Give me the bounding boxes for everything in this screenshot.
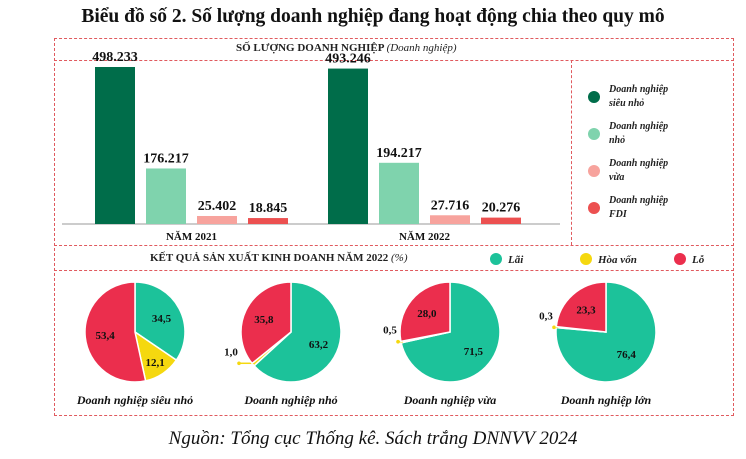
pie-legend-label: Hòa vốn xyxy=(597,254,637,266)
pie-legend-marker xyxy=(580,253,592,265)
pie-section-unit: (%) xyxy=(391,252,408,264)
bar-data-label: 498.233 xyxy=(92,50,138,65)
pie-section-title-text: KẾT QUẢ SẢN XUẤT KINH DOANH NĂM 2022 xyxy=(150,252,389,264)
pie-data-label: 0,5 xyxy=(383,325,397,337)
bar-category-label: NĂM 2021 xyxy=(166,231,217,243)
pie-data-label: 34,5 xyxy=(152,313,172,325)
bar-data-label: 176.217 xyxy=(143,151,189,166)
bar-legend-marker xyxy=(588,91,600,103)
pie-slice-4-1 xyxy=(555,281,657,383)
bar-4-1 xyxy=(248,218,288,224)
pie-title: Doanh nghiệp siêu nhỏ xyxy=(76,393,193,407)
bar-category-label: NĂM 2022 xyxy=(399,231,451,243)
pie-data-label: 53,4 xyxy=(96,330,116,342)
pie-leader-dot xyxy=(237,361,241,366)
bar-data-label: 194.217 xyxy=(376,146,422,161)
pie-slice-2-3 xyxy=(240,281,292,365)
pie-leader-dot xyxy=(552,325,556,330)
bar-data-label: 18.845 xyxy=(249,201,288,216)
bar-data-label: 27.716 xyxy=(431,198,470,213)
pie-data-label: 63,2 xyxy=(309,339,329,351)
bar-header-separator xyxy=(54,60,734,61)
bar-legend-label-line2: nhỏ xyxy=(609,135,625,146)
pie-title: Doanh nghiệp nhỏ xyxy=(243,393,337,407)
pie-data-label: 28,0 xyxy=(417,308,437,320)
pie-data-label: 23,3 xyxy=(576,305,596,317)
pie-slice-1-1 xyxy=(134,281,186,362)
pie-slice-1-3 xyxy=(84,281,147,383)
bar-1-1 xyxy=(95,67,135,224)
pie-data-label: 1,0 xyxy=(224,346,238,358)
pie-title: Doanh nghiệp vừa xyxy=(403,393,497,407)
bar-legend-marker xyxy=(588,128,600,140)
chart-frame xyxy=(54,38,734,416)
bar-3-2 xyxy=(430,215,470,224)
pie-header-separator xyxy=(54,270,734,271)
bar-data-label: 25.402 xyxy=(198,199,237,214)
pie-data-label: 0,3 xyxy=(539,310,553,322)
pie-legend-label: Lỗ xyxy=(691,254,705,266)
chart-title: Biểu đồ số 2. Số lượng doanh nghiệp đang… xyxy=(81,6,665,27)
bar-legend-label-line1: Doanh nghiệp xyxy=(608,195,668,206)
bar-legend-label-line1: Doanh nghiệp xyxy=(608,121,668,132)
pie-title: Doanh nghiệp lớn xyxy=(560,393,652,407)
bar-legend-marker xyxy=(588,202,600,214)
pie-legend-label: Lãi xyxy=(507,254,524,266)
bar-legend-marker xyxy=(588,165,600,177)
pie-slice-2-1 xyxy=(253,281,342,383)
pie-data-label: 76,4 xyxy=(617,349,637,361)
bar-section-unit: (Doanh nghiệp) xyxy=(386,42,457,54)
bar-3-1 xyxy=(197,215,237,224)
bar-data-label: 493.246 xyxy=(325,52,371,67)
bar-2-1 xyxy=(146,168,186,224)
pie-slice-4-3 xyxy=(555,281,607,333)
chart-source: Nguồn: Tổng cục Thống kê. Sách trắng DNN… xyxy=(168,428,578,449)
pie-data-label: 71,5 xyxy=(464,346,484,358)
bar-legend-label-line2: siêu nhỏ xyxy=(608,98,644,109)
pie-data-label: 35,8 xyxy=(254,314,274,326)
pie-slice-3-3 xyxy=(399,281,451,343)
bar-data-label: 20.276 xyxy=(482,201,521,216)
bar-1-2 xyxy=(328,68,368,224)
legend-separator xyxy=(571,60,572,245)
bar-legend-label-line1: Doanh nghiệp xyxy=(608,158,668,169)
bar-legend-label-line1: Doanh nghiệp xyxy=(608,84,668,95)
pie-data-label: 12,1 xyxy=(146,357,165,369)
bar-legend-label-line2: FDI xyxy=(608,209,628,220)
bar-section-title: SỐ LƯỢNG DOANH NGHIỆP (Doanh nghiệp) xyxy=(236,42,457,54)
pie-legend-marker xyxy=(490,253,502,265)
bar-4-2 xyxy=(481,217,521,224)
bar-legend-label-line2: vừa xyxy=(609,172,624,183)
bar-2-2 xyxy=(379,162,419,224)
pie-legend-marker xyxy=(674,253,686,265)
pie-leader-dot xyxy=(396,339,400,344)
bar-section-title-text: SỐ LƯỢNG DOANH NGHIỆP xyxy=(236,42,384,54)
pie-section-title: KẾT QUẢ SẢN XUẤT KINH DOANH NĂM 2022 (%) xyxy=(150,252,408,264)
section-separator xyxy=(54,245,734,246)
